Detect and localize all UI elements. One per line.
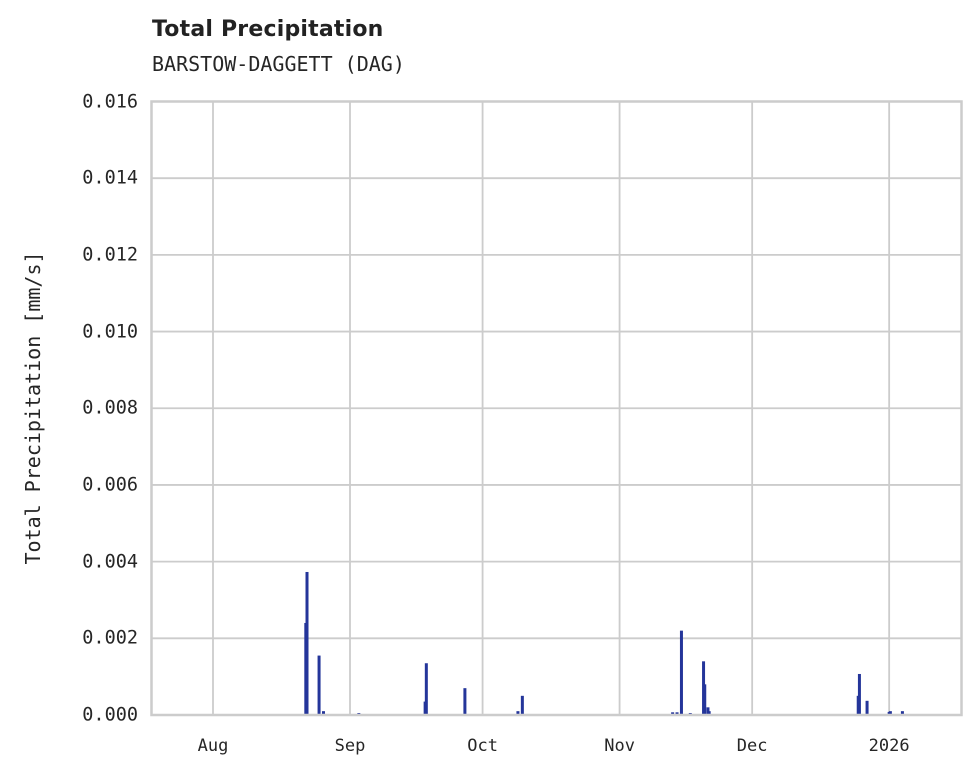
x-tick-label: Aug	[197, 736, 229, 756]
precipitation-bar	[888, 711, 892, 715]
x-tick-label: Sep	[334, 736, 366, 756]
precipitation-bar	[321, 711, 325, 715]
x-tick-label: Nov	[604, 736, 635, 756]
y-tick-label: 0.012	[82, 244, 138, 266]
x-tick-label: Dec	[736, 736, 768, 756]
precipitation-bar	[900, 711, 904, 715]
plot-frame	[150, 100, 963, 717]
y-tick-label: 0.016	[82, 91, 138, 112]
precipitation-bar	[516, 711, 520, 715]
y-tick-label: 0.014	[82, 167, 138, 189]
precipitation-bar	[520, 695, 524, 715]
precipitation-bar	[317, 655, 321, 715]
precipitation-series	[304, 571, 904, 715]
precipitation-bar	[675, 712, 679, 715]
precipitation-bar	[703, 684, 707, 715]
precipitation-bar	[679, 630, 683, 715]
precipitation-bar	[857, 673, 861, 715]
gridlines	[151, 100, 962, 716]
precipitation-bar	[305, 571, 309, 715]
y-tick-label: 0.008	[82, 397, 138, 419]
precipitation-bar	[671, 712, 675, 715]
x-tick-label: Oct	[467, 736, 498, 756]
y-tick-label: 0.000	[82, 704, 138, 726]
precipitation-bar	[707, 711, 711, 715]
precipitation-bar	[424, 663, 428, 715]
y-tick-label: 0.010	[82, 321, 138, 343]
y-tick-label: 0.002	[82, 627, 138, 649]
x-tick-label: 2026	[868, 736, 910, 756]
precipitation-bar	[463, 688, 467, 715]
y-tick-label: 0.004	[82, 551, 138, 573]
chart-title: Total Precipitation	[152, 17, 384, 42]
chart-subtitle: BARSTOW-DAGGETT (DAG)	[152, 52, 405, 76]
precipitation-bar	[865, 700, 869, 715]
y-tick-label: 0.006	[82, 474, 138, 496]
